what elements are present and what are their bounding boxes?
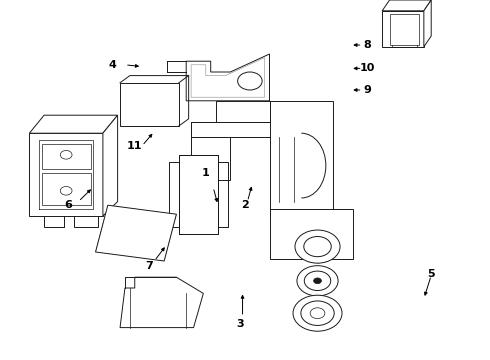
- Polygon shape: [29, 115, 118, 133]
- Polygon shape: [191, 58, 265, 97]
- Circle shape: [304, 271, 331, 291]
- Text: 6: 6: [65, 200, 73, 210]
- Polygon shape: [270, 209, 353, 259]
- Polygon shape: [120, 83, 179, 126]
- Polygon shape: [42, 173, 91, 205]
- Polygon shape: [103, 115, 118, 216]
- Circle shape: [304, 237, 331, 257]
- Text: 1: 1: [202, 168, 210, 178]
- Polygon shape: [42, 144, 91, 169]
- Circle shape: [295, 230, 340, 263]
- Text: 11: 11: [127, 141, 143, 151]
- Text: 4: 4: [109, 60, 117, 70]
- Circle shape: [310, 308, 325, 319]
- Polygon shape: [29, 133, 103, 216]
- Text: 10: 10: [360, 63, 375, 73]
- Polygon shape: [191, 122, 230, 180]
- Circle shape: [293, 295, 342, 331]
- Polygon shape: [96, 205, 176, 261]
- Text: 3: 3: [236, 319, 244, 329]
- Polygon shape: [216, 101, 270, 122]
- Text: 5: 5: [427, 269, 435, 279]
- Circle shape: [60, 150, 72, 159]
- Text: 2: 2: [241, 200, 249, 210]
- Circle shape: [301, 301, 334, 325]
- Text: 9: 9: [364, 85, 371, 95]
- Circle shape: [238, 72, 262, 90]
- Polygon shape: [270, 101, 333, 216]
- Polygon shape: [390, 14, 419, 45]
- Polygon shape: [186, 54, 270, 101]
- Circle shape: [297, 266, 338, 296]
- Polygon shape: [191, 122, 294, 137]
- Text: 8: 8: [364, 40, 371, 50]
- Circle shape: [60, 186, 72, 195]
- Polygon shape: [424, 0, 431, 47]
- Polygon shape: [120, 277, 203, 328]
- Text: 7: 7: [146, 261, 153, 271]
- Polygon shape: [382, 0, 431, 11]
- Circle shape: [314, 278, 321, 284]
- Polygon shape: [382, 11, 424, 47]
- Polygon shape: [179, 155, 218, 234]
